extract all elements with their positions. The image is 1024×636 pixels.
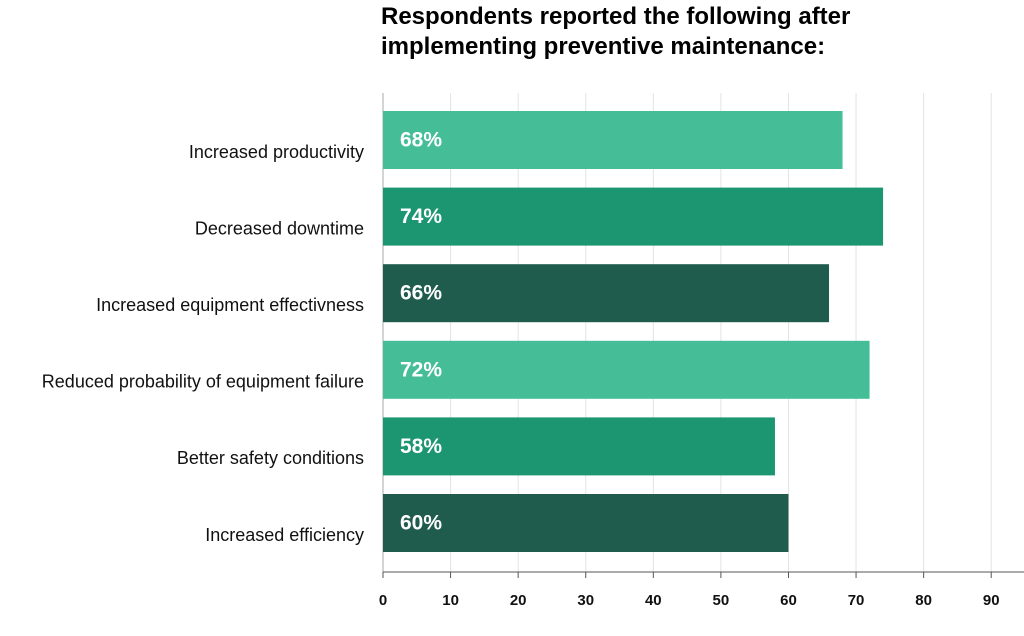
x-tick-label: 10 <box>442 592 459 609</box>
x-tick-label: 20 <box>510 592 527 609</box>
data-label: 72% <box>400 358 442 381</box>
data-label: 58% <box>400 435 442 458</box>
x-tick-label: 50 <box>713 592 730 609</box>
x-tick-label: 60 <box>780 592 797 609</box>
y-tick-label: Better safety conditions <box>177 448 364 468</box>
x-tick-label: 0 <box>379 592 387 609</box>
data-label: 66% <box>400 282 442 305</box>
bar <box>383 264 830 323</box>
chart-title: Respondents reported the following after… <box>381 3 851 60</box>
bar <box>383 494 789 552</box>
data-label: 60% <box>400 512 442 535</box>
data-label: 68% <box>400 129 442 152</box>
y-tick-label: Increased efficiency <box>205 525 364 545</box>
y-tick-label: Increased equipment effectivness <box>96 295 364 315</box>
y-tick-label: Decreased downtime <box>195 218 364 238</box>
x-tick-label: 80 <box>915 592 932 609</box>
bar <box>383 187 884 246</box>
bar <box>383 340 870 399</box>
x-tick-label: 70 <box>848 592 865 609</box>
bar <box>383 111 843 169</box>
y-tick-label: Increased productivity <box>189 142 364 162</box>
bar <box>383 417 775 476</box>
x-tick-label: 40 <box>645 592 662 609</box>
data-label: 74% <box>400 205 442 228</box>
y-tick-label: Reduced probability of equipment failure <box>42 372 364 392</box>
x-tick-label: 90 <box>983 592 1000 609</box>
x-tick-label: 30 <box>577 592 594 609</box>
